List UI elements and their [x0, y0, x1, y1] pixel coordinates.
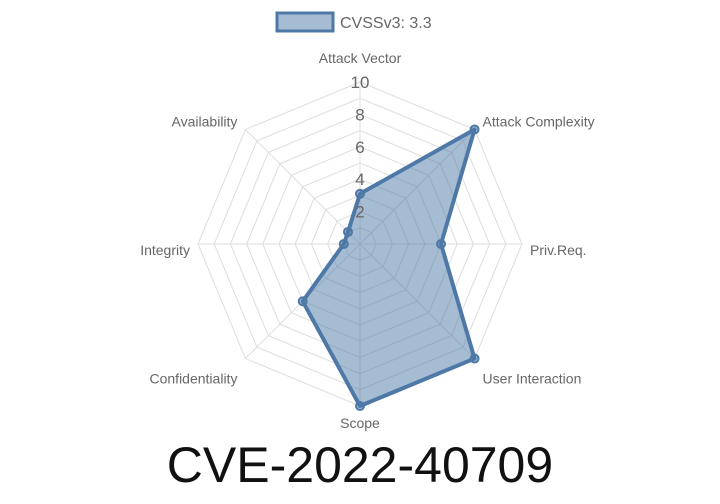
data-point[interactable] [342, 226, 353, 237]
axis-label: Integrity [140, 242, 190, 258]
axis-label: Confidentiality [150, 371, 238, 387]
data-point[interactable] [355, 188, 365, 199]
data-point[interactable] [469, 124, 480, 135]
tick-label: 8 [355, 105, 364, 124]
axis-labels: Attack Vector Attack Complexity Priv.Req. U… [140, 50, 594, 431]
tick-label: 10 [351, 73, 370, 92]
grid-spoke [245, 129, 361, 245]
axis-label: Attack Vector [319, 50, 402, 66]
legend-swatch [275, 11, 335, 33]
legend-label: CVSSv3: 3.3 [340, 15, 432, 32]
data-point[interactable] [469, 353, 480, 364]
series-area [300, 127, 477, 408]
data-point[interactable] [436, 239, 446, 249]
chart-title: CVE-2022-40709 [166, 437, 554, 493]
data-point[interactable] [297, 296, 308, 307]
axis-label: Priv.Req. [530, 242, 587, 258]
axis-label: Availability [172, 113, 238, 129]
axis-label: Scope [340, 415, 380, 431]
tick-labels: 2 4 6 8 10 [351, 73, 370, 222]
tick-label: 2 [355, 203, 364, 222]
data-point[interactable] [338, 239, 349, 249]
legend[interactable]: CVSSv3: 3.3 [275, 11, 432, 33]
series [297, 124, 480, 411]
axis-label: User Interaction [483, 371, 582, 387]
tick-label: 6 [355, 138, 364, 157]
data-point[interactable] [355, 401, 365, 411]
axis-label: Attack Complexity [483, 113, 595, 129]
tick-label: 4 [355, 170, 364, 189]
